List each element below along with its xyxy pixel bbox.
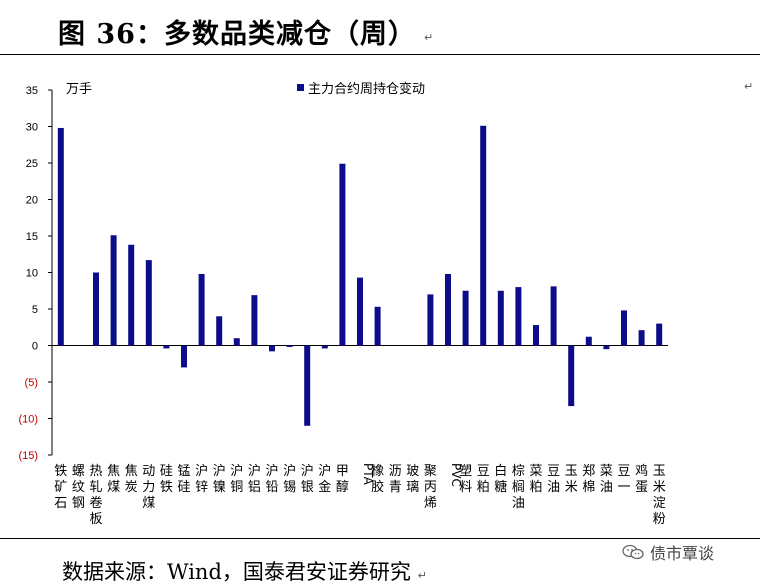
category-label: 豆粕 bbox=[477, 464, 490, 495]
legend: 主力合约周持仓变动 bbox=[297, 78, 425, 97]
category-label: 玉米 bbox=[565, 464, 578, 495]
figure-title: 图 36：多数品类减仓（周） bbox=[58, 19, 416, 50]
category-label: 豆油 bbox=[547, 464, 560, 495]
bar bbox=[427, 294, 434, 346]
bar bbox=[339, 163, 346, 346]
bar bbox=[515, 287, 522, 346]
category-label: 热轧卷板 bbox=[89, 464, 102, 527]
return-mark-chart: ↵ bbox=[744, 80, 754, 93]
bar bbox=[57, 127, 64, 346]
bar bbox=[198, 273, 205, 346]
bar bbox=[110, 235, 117, 346]
category-label: 橡胶 bbox=[371, 464, 384, 495]
bar bbox=[374, 306, 381, 346]
category-label: 塑料 bbox=[459, 464, 472, 495]
return-mark: ↵ bbox=[424, 31, 434, 44]
category-label: 螺纹钢 bbox=[72, 464, 85, 511]
bar bbox=[497, 290, 504, 346]
wechat-icon bbox=[622, 544, 644, 560]
bar bbox=[321, 345, 328, 349]
bar bbox=[533, 325, 539, 346]
watermark: 债市覃谈 bbox=[622, 540, 714, 564]
bar bbox=[304, 345, 311, 426]
bar bbox=[568, 345, 575, 407]
y-unit-label: 万手 bbox=[66, 82, 93, 97]
title-rule bbox=[0, 54, 760, 55]
bar bbox=[163, 345, 170, 349]
y-tick-label: 30 bbox=[26, 122, 38, 134]
category-label: 沪铅 bbox=[265, 463, 278, 495]
y-tick-label: (5) bbox=[25, 377, 38, 389]
bar bbox=[286, 345, 293, 347]
bar bbox=[233, 338, 240, 346]
y-tick-label: 0 bbox=[32, 341, 38, 353]
bar bbox=[145, 260, 152, 346]
y-tick-label: 10 bbox=[26, 268, 38, 280]
bar bbox=[445, 273, 451, 346]
category-label: 沪铜 bbox=[230, 463, 243, 495]
y-tick-label: 35 bbox=[26, 85, 38, 97]
category-label: 菜粕 bbox=[529, 464, 542, 495]
category-label: 焦煤 bbox=[107, 464, 120, 495]
category-label: 玉米淀粉 bbox=[653, 464, 666, 527]
bar bbox=[480, 125, 487, 346]
y-tick-label: 25 bbox=[26, 158, 38, 170]
category-label: 白糖 bbox=[494, 463, 507, 495]
category-label: 棕榈油 bbox=[512, 464, 525, 511]
y-tick-label: (15) bbox=[18, 450, 38, 462]
bar bbox=[128, 244, 135, 346]
category-label: 沪金 bbox=[318, 463, 331, 495]
category-label: 甲醇 bbox=[336, 464, 349, 495]
legend-label: 主力合约周持仓变动 bbox=[308, 82, 426, 97]
category-label: 沪铝 bbox=[248, 463, 261, 495]
category-label: 硅铁 bbox=[160, 464, 173, 495]
bar bbox=[621, 310, 627, 346]
source-text: 数据来源：Wind，国泰君安证券研究 bbox=[62, 560, 411, 584]
category-label: PVC bbox=[449, 463, 463, 487]
legend-swatch bbox=[297, 84, 304, 91]
bar bbox=[269, 345, 275, 352]
category-label: 沪锌 bbox=[195, 463, 208, 495]
bar bbox=[251, 295, 258, 346]
category-label: 郑棉 bbox=[582, 464, 595, 495]
category-label: 沪银 bbox=[301, 463, 314, 495]
bar bbox=[638, 330, 645, 346]
bar bbox=[462, 290, 469, 346]
source-note: 数据来源：Wind，国泰君安证券研究 ↵ bbox=[62, 556, 427, 586]
y-tick-label: 15 bbox=[26, 231, 38, 243]
category-label: 动力煤 bbox=[142, 464, 155, 511]
bar bbox=[550, 286, 557, 346]
category-label: 锰硅 bbox=[177, 464, 190, 495]
category-label: 玻璃 bbox=[406, 464, 419, 495]
category-label: 鸡蛋 bbox=[635, 463, 648, 495]
y-tick-label: 5 bbox=[32, 304, 38, 316]
watermark-text: 债市覃谈 bbox=[650, 544, 715, 563]
bar bbox=[585, 336, 592, 346]
category-label: 焦炭 bbox=[125, 464, 138, 495]
category-label: 沥青 bbox=[389, 464, 402, 495]
bar bbox=[603, 345, 610, 350]
y-tick-label: (10) bbox=[18, 414, 38, 426]
bar bbox=[181, 345, 187, 368]
bar bbox=[216, 316, 223, 346]
bar bbox=[357, 277, 363, 346]
y-tick-label: 20 bbox=[26, 195, 38, 207]
category-label: 铁矿石 bbox=[54, 464, 67, 511]
category-label: PTA bbox=[361, 463, 375, 486]
footer-rule bbox=[0, 538, 760, 539]
category-label: 聚丙烯 bbox=[424, 464, 437, 511]
return-mark-source: ↵ bbox=[417, 569, 427, 582]
bar bbox=[93, 272, 99, 346]
bar bbox=[656, 323, 663, 346]
category-label: 沪锡 bbox=[283, 463, 296, 495]
category-label: 沪镍 bbox=[213, 463, 226, 495]
category-label: 菜油 bbox=[600, 464, 613, 495]
category-label: 豆一 bbox=[617, 464, 630, 495]
